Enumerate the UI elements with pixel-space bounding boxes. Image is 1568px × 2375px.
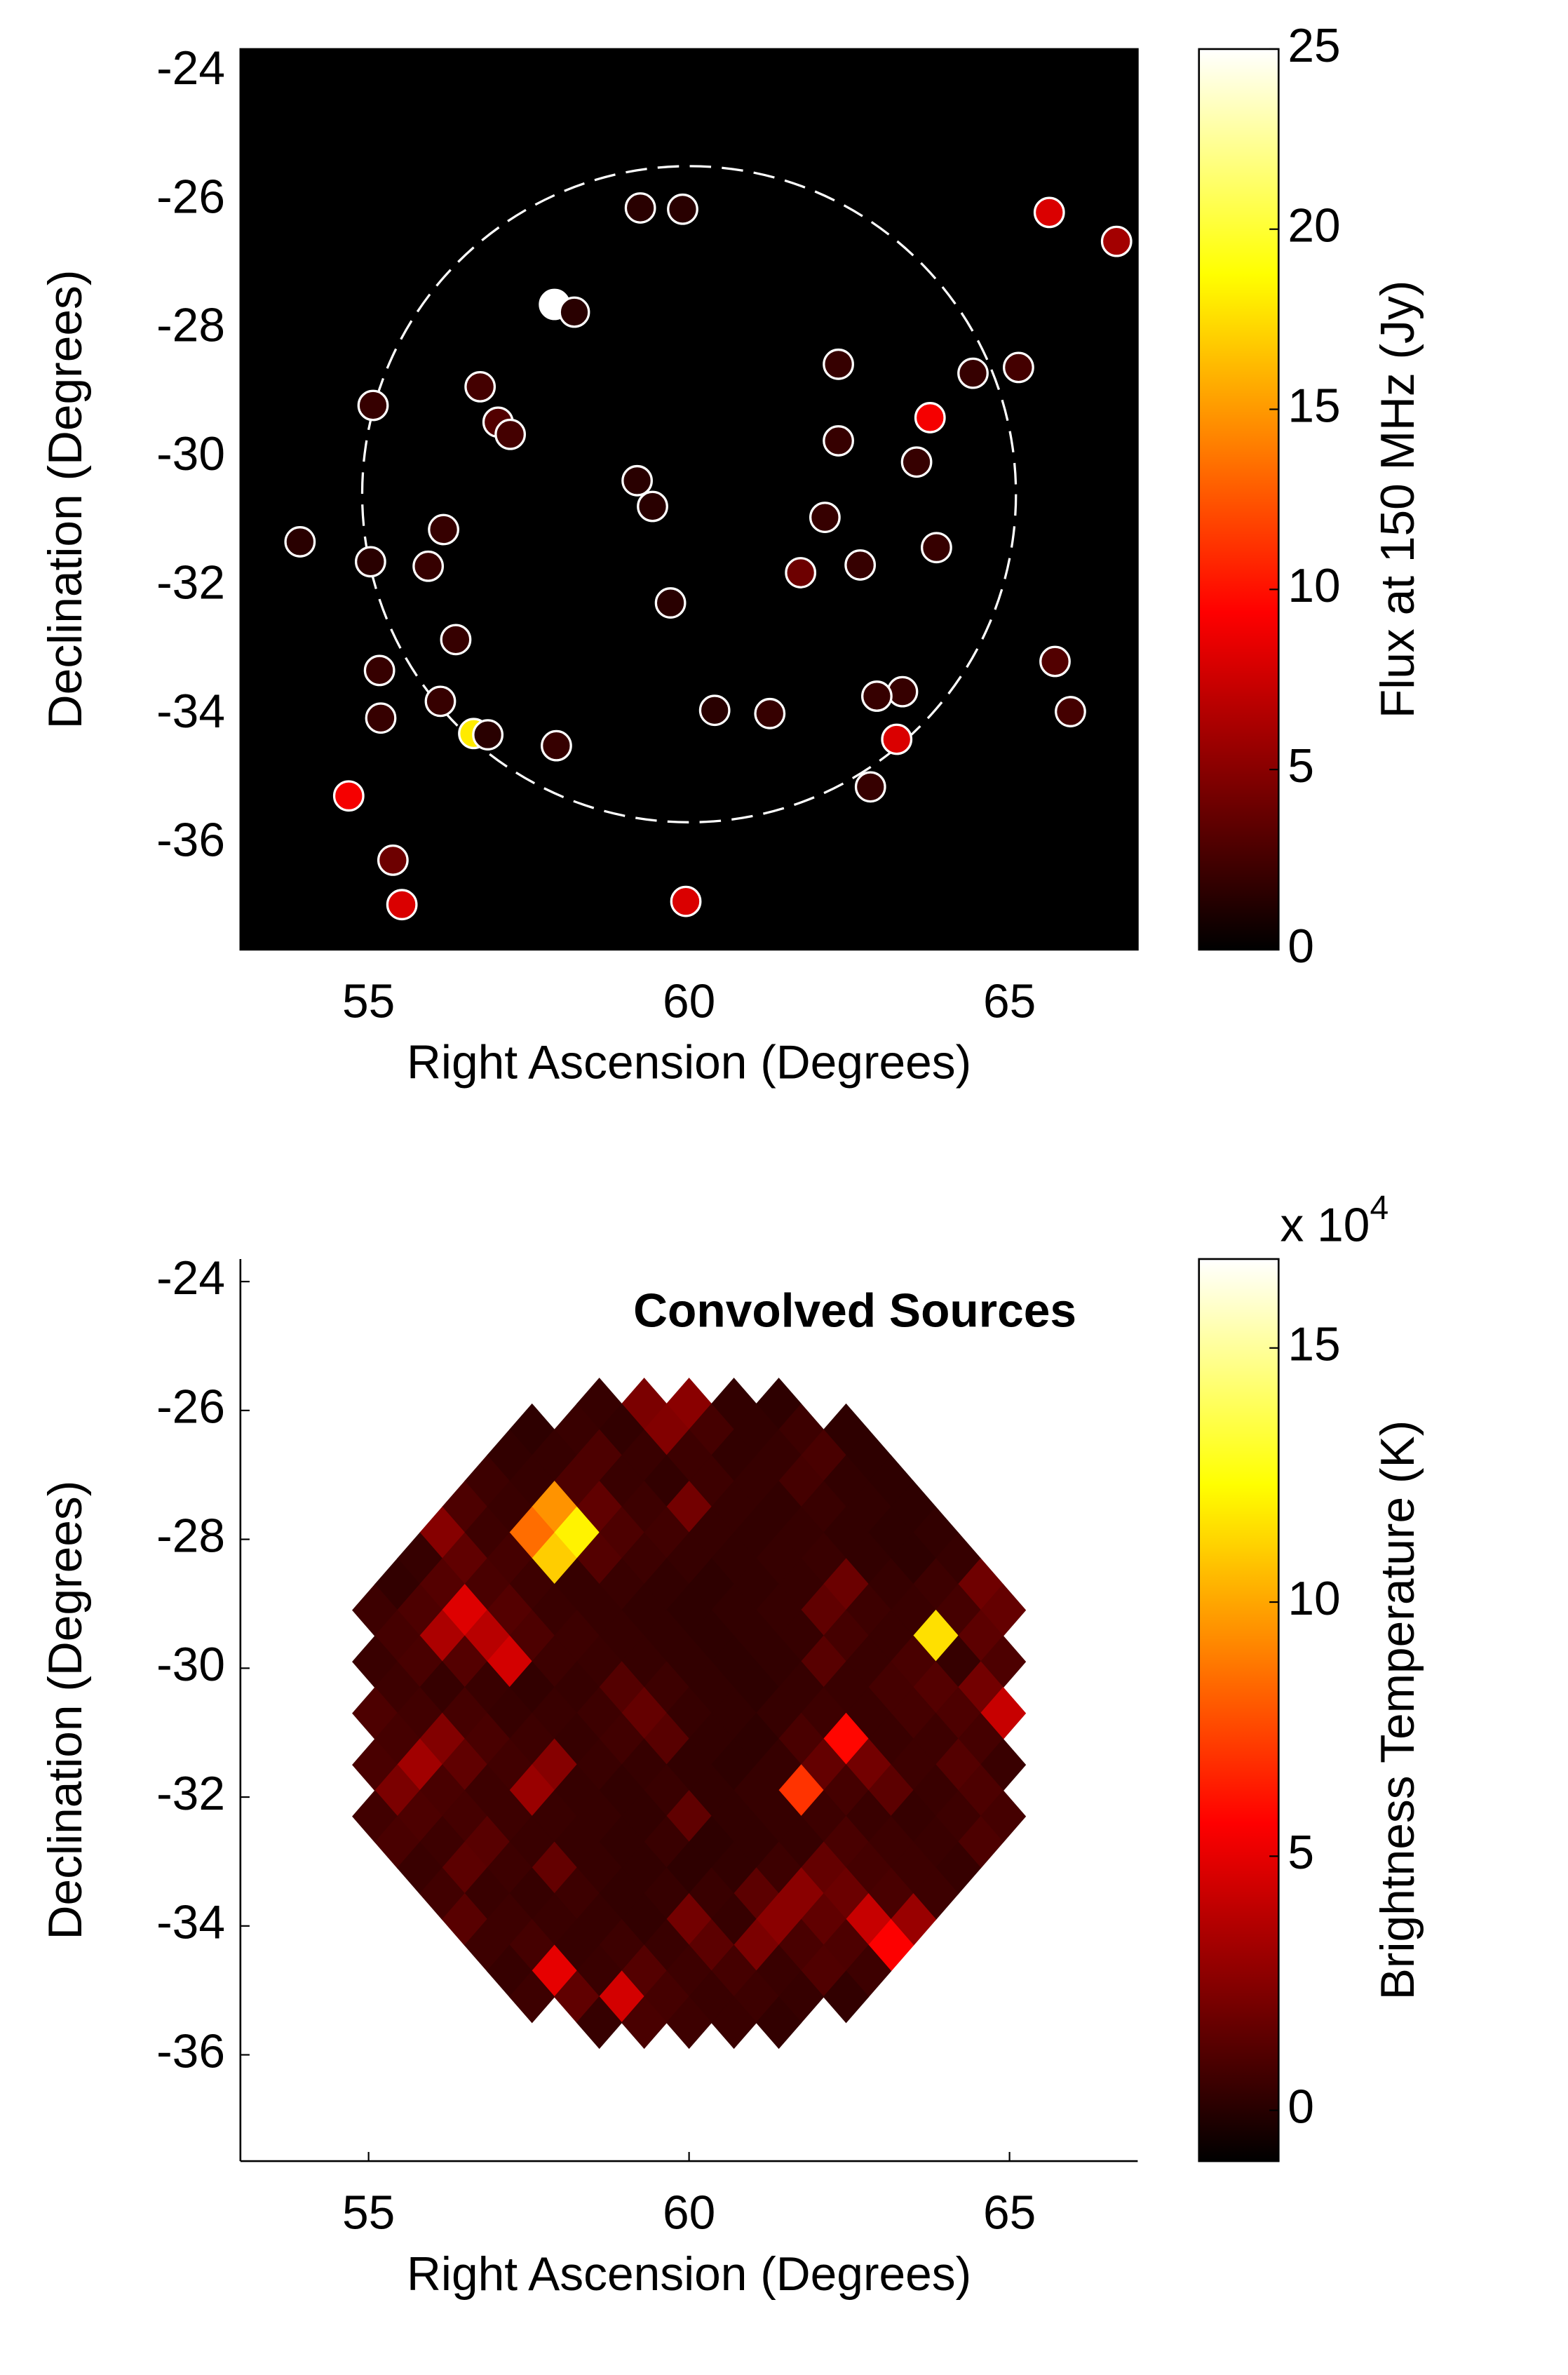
x-tick-label: 65 xyxy=(983,2187,1036,2240)
source-point xyxy=(785,557,817,588)
source-point xyxy=(670,885,702,917)
source-point xyxy=(558,296,590,328)
source-point xyxy=(823,348,854,380)
plot-area xyxy=(284,165,1133,921)
y-tick-label: -28 xyxy=(156,1509,225,1562)
y-tick-label: -32 xyxy=(156,1768,225,1820)
source-point xyxy=(472,719,504,751)
source-point xyxy=(428,513,459,546)
y-axis-label: Declination (Degrees) xyxy=(39,270,92,729)
x-tick-label: 55 xyxy=(342,975,395,1028)
source-point xyxy=(357,389,389,422)
x-tick-label: 65 xyxy=(983,975,1036,1028)
source-point xyxy=(494,418,526,450)
chart-title: Convolved Sources xyxy=(633,1284,1076,1337)
x-tick-label: 60 xyxy=(663,975,715,1028)
x-axis-label: Right Ascension (Degrees) xyxy=(407,2248,971,2301)
y-tick-label: -34 xyxy=(156,1897,225,1949)
heat-cell xyxy=(665,1996,712,2050)
source-point xyxy=(332,780,365,812)
colorbar-multiplier: x 104 xyxy=(1280,1190,1388,1251)
multiplier-base: x 10 xyxy=(1280,1199,1370,1251)
source-point xyxy=(637,490,668,523)
source-point xyxy=(861,680,893,712)
colorbar xyxy=(1198,48,1280,951)
heat-cell xyxy=(576,1996,623,2050)
source-point xyxy=(377,845,409,876)
source-point xyxy=(914,402,946,433)
colorbar-tick-label: 10 xyxy=(1287,1573,1340,1625)
heat-cell xyxy=(508,1970,555,2024)
source-point xyxy=(365,702,397,734)
x-tick-label: 60 xyxy=(663,2187,715,2240)
source-point xyxy=(854,771,886,803)
source-point xyxy=(624,192,656,224)
source-point xyxy=(823,425,854,457)
source-point xyxy=(412,550,445,582)
source-point xyxy=(654,587,687,619)
source-point xyxy=(541,729,572,762)
source-point xyxy=(886,675,919,708)
source-point xyxy=(1055,696,1086,727)
colorbar-tick-label: 0 xyxy=(1287,920,1314,973)
y-tick-label: -30 xyxy=(156,1639,225,1691)
source-point xyxy=(1039,645,1071,678)
y-tick-label: -36 xyxy=(156,814,225,866)
heat-cell xyxy=(823,1970,870,2024)
colorbar xyxy=(1198,1258,1280,2162)
x-tick-label: 55 xyxy=(342,2187,395,2240)
y-tick-label: -32 xyxy=(156,557,225,610)
source-point xyxy=(386,889,418,921)
colorbar-label: Flux at 150 MHz (Jy) xyxy=(1372,281,1424,718)
y-tick-label: -26 xyxy=(156,170,225,223)
source-point xyxy=(921,532,952,564)
y-tick-label: -34 xyxy=(156,685,225,738)
source-point xyxy=(698,694,731,727)
source-point xyxy=(881,723,913,755)
source-point xyxy=(844,549,877,581)
plot-area xyxy=(352,1378,1027,2050)
colorbar-tick-label: 15 xyxy=(1287,379,1340,432)
x-axis-label: Right Ascension (Degrees) xyxy=(407,1037,971,1089)
y-tick-label: -24 xyxy=(156,1252,225,1305)
source-point xyxy=(363,654,396,687)
y-tick-label: -24 xyxy=(156,42,225,95)
source-point xyxy=(354,546,386,578)
colorbar-tick-label: 25 xyxy=(1287,20,1340,72)
source-point xyxy=(667,193,698,225)
source-point xyxy=(1003,351,1034,384)
source-point xyxy=(284,526,316,558)
heat-cell xyxy=(755,1996,802,2050)
source-point xyxy=(440,624,472,656)
y-tick-label: -30 xyxy=(156,428,225,480)
source-point xyxy=(621,464,653,497)
source-point xyxy=(424,685,457,718)
source-point xyxy=(1100,225,1133,257)
multiplier-exponent: 4 xyxy=(1370,1190,1388,1227)
plot-background xyxy=(240,48,1138,950)
colorbar-tick-label: 5 xyxy=(1287,1826,1314,1879)
y-tick-label: -36 xyxy=(156,2025,225,2078)
source-point xyxy=(754,697,786,729)
colorbar-tick-label: 10 xyxy=(1287,560,1340,612)
colorbar-label: Brightness Temperature (K) xyxy=(1372,1420,1424,2000)
source-point xyxy=(1033,196,1065,229)
chart-title: Catalog Sources xyxy=(702,74,1076,127)
y-tick-label: -26 xyxy=(156,1381,225,1434)
y-tick-label: -28 xyxy=(156,300,225,352)
colorbar-tick-label: 5 xyxy=(1287,740,1314,793)
field-circle xyxy=(360,165,1018,823)
heat-cell xyxy=(710,1996,757,2050)
source-point xyxy=(957,357,989,389)
heat-cell xyxy=(621,1996,668,2050)
source-point xyxy=(464,371,496,403)
y-axis-label: Declination (Degrees) xyxy=(39,1481,92,1940)
colorbar-tick-label: 0 xyxy=(1287,2081,1314,2134)
source-point xyxy=(900,446,933,478)
source-point xyxy=(809,502,841,533)
colorbar-tick-label: 20 xyxy=(1287,200,1340,253)
colorbar-tick-label: 15 xyxy=(1287,1319,1340,1371)
